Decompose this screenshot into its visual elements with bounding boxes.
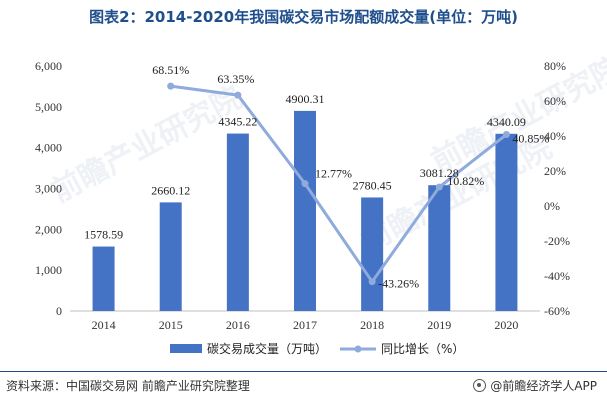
legend: 碳交易成交量（万吨） 同比增长（%） (170, 341, 464, 356)
data-labels: 1578.59 2660.12 4345.22 4900.31 2780.45 3081.… (84, 63, 549, 291)
growth-line (170, 84, 508, 284)
y-right-tick-label: -60% (544, 304, 570, 318)
line-point (234, 91, 242, 99)
legend-bar-label: 碳交易成交量（万吨） (207, 341, 327, 356)
bar-value-label: 3081.28 (420, 166, 459, 180)
line-point (435, 183, 443, 191)
bar (495, 133, 518, 311)
y-left-tick-label: 0 (56, 304, 62, 318)
x-tick-label: 2017 (293, 318, 317, 332)
x-tick-label: 2014 (92, 318, 116, 332)
y-left-tick-label: 2,000 (35, 222, 62, 236)
brand-text: @前瞻经济学人APP (490, 379, 597, 393)
source-note: 资料来源：中国碳交易网 前瞻产业研究院整理 (6, 379, 250, 393)
growth-value-label: 68.51% (152, 63, 189, 77)
bar-value-label: 2780.45 (353, 178, 392, 192)
y-right-tick-label: 0% (544, 199, 560, 213)
bar (159, 202, 182, 311)
growth-value-label: -43.26% (378, 277, 419, 291)
line-point (368, 278, 376, 286)
y-left-tick-label: 1,000 (35, 263, 62, 277)
axis-layer: 0 1,000 2,000 3,000 4,000 5,000 6,000 -60% -40% -… (35, 59, 570, 332)
bar (361, 197, 384, 311)
y-left-tick-label: 6,000 (35, 59, 62, 73)
growth-line-series (167, 82, 510, 286)
x-tick-label: 2015 (159, 318, 183, 332)
brand-logo-icon (473, 379, 487, 392)
legend-line-marker (354, 345, 362, 353)
y-right-tick-label: 40% (544, 129, 566, 143)
bar-value-label: 2660.12 (151, 183, 190, 197)
y-left-tick-label: 3,000 (35, 182, 62, 196)
growth-value-label: 40.85% (512, 132, 549, 146)
bar (226, 133, 249, 311)
bar-value-label: 4340.09 (487, 115, 526, 129)
y-right-tick-label: 60% (544, 94, 566, 108)
chart-title: 图表2：2014-2020年我国碳交易市场配额成交量(单位：万吨) (89, 8, 518, 26)
brand-credit: @前瞻经济学人APP (473, 377, 597, 394)
y-left-tick-label: 4,000 (35, 141, 62, 155)
combo-chart: 0 1,000 2,000 3,000 4,000 5,000 6,000 -60% -40% -… (35, 59, 570, 356)
x-tick-label: 2020 (494, 318, 518, 332)
x-tick-label: 2019 (427, 318, 451, 332)
bar (92, 246, 115, 311)
footer-divider (0, 371, 607, 372)
y-right-tick-label: 20% (544, 164, 566, 178)
line-point (502, 131, 510, 139)
bar-series (92, 110, 518, 311)
x-tick-label: 2018 (360, 318, 384, 332)
bar-value-label: 4900.31 (286, 92, 325, 106)
y-right-tick-label: -40% (544, 269, 570, 283)
line-point (167, 82, 175, 90)
growth-value-label: 12.77% (315, 167, 352, 181)
x-tick-label: 2016 (226, 318, 250, 332)
growth-value-label: 10.82% (447, 174, 484, 188)
legend-bar-swatch (170, 344, 202, 353)
y-right-tick-label: 80% (544, 59, 566, 73)
bar-value-label: 4345.22 (218, 115, 257, 129)
line-point (301, 180, 309, 188)
y-right-tick-label: -20% (544, 234, 570, 248)
y-left-tick-label: 5,000 (35, 100, 62, 114)
growth-value-label: 63.35% (217, 72, 254, 86)
bar (294, 110, 316, 311)
legend-line-label: 同比增长（%） (381, 342, 464, 356)
bar (428, 185, 451, 311)
bar-value-label: 1578.59 (84, 228, 123, 242)
